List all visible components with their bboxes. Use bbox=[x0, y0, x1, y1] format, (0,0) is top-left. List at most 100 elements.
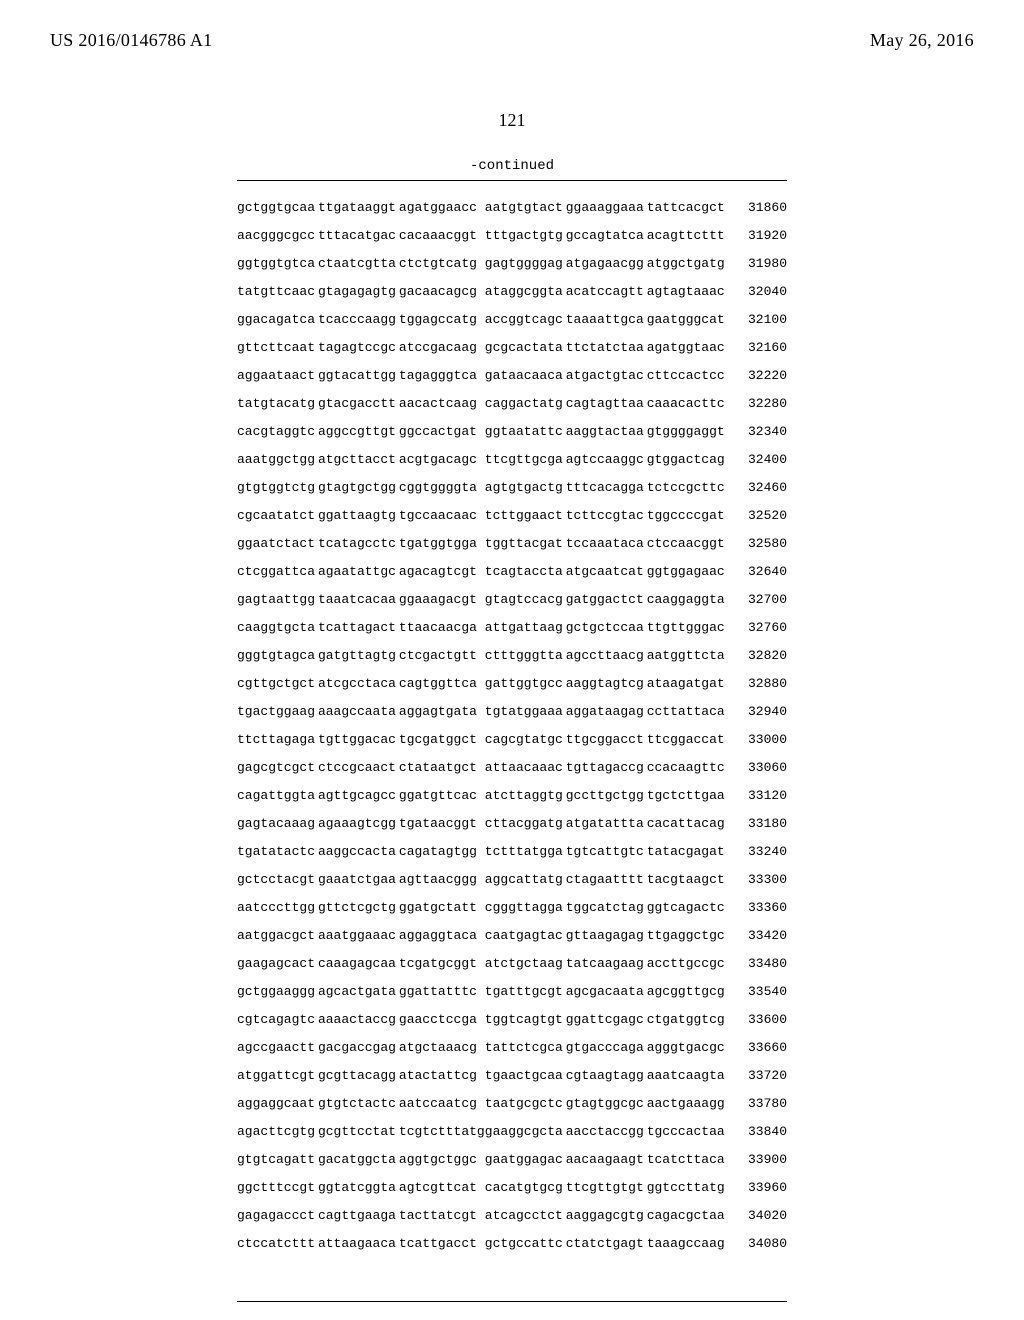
sequence-block: ctccgcaact bbox=[318, 761, 399, 774]
sequence-block: gacgaccgag bbox=[318, 1041, 399, 1054]
sequence-row: cgcaatatctggattaagtgtgccaacaactcttggaact… bbox=[237, 509, 787, 522]
sequence-block: cttccactcc bbox=[647, 369, 728, 382]
sequence-position: 33960 bbox=[728, 1181, 787, 1194]
sequence-block: aaatggaaac bbox=[318, 929, 399, 942]
sequence-block: cgcaatatct bbox=[237, 509, 318, 522]
sequence-block: agtagtaaac bbox=[647, 285, 728, 298]
sequence-block: ggccactgat bbox=[399, 425, 485, 438]
sequence-block: gataacaaca bbox=[485, 369, 566, 382]
sequence-block: cgtaagtagg bbox=[566, 1069, 647, 1082]
sequence-position: 32040 bbox=[728, 285, 787, 298]
sequence-block: cacaaacggt bbox=[399, 229, 485, 242]
sequence-row: aaatggctggatgcttacctacgtgacagcttcgttgcga… bbox=[237, 453, 787, 466]
sequence-block: aacactcaag bbox=[399, 397, 485, 410]
sequence-row: gagtacaaagagaaagtcggtgataacggtcttacggatg… bbox=[237, 817, 787, 830]
sequence-block: cagattggta bbox=[237, 789, 318, 802]
sequence-block: atggctgatg bbox=[647, 257, 728, 270]
sequence-block: tattcacgct bbox=[647, 201, 728, 214]
sequence-block: cgtcagagtc bbox=[237, 1013, 318, 1026]
sequence-block: tacttatcgt bbox=[399, 1209, 485, 1222]
sequence-position: 32520 bbox=[728, 509, 787, 522]
sequence-block: gagtacaaag bbox=[237, 817, 318, 830]
sequence-block: ggtaatattc bbox=[485, 425, 566, 438]
sequence-block: tgtatggaaa bbox=[485, 705, 566, 718]
sequence-block: accttgccgc bbox=[647, 957, 728, 970]
sequence-block: aacgggcgcc bbox=[237, 229, 318, 242]
sequence-position: 32640 bbox=[728, 565, 787, 578]
sequence-block: tggccccgat bbox=[647, 509, 728, 522]
sequence-block: agcgacaata bbox=[566, 985, 647, 998]
sequence-row: ctccatctttattaagaacatcattgacctgctgccattc… bbox=[237, 1237, 787, 1250]
sequence-block: cagatagtgg bbox=[399, 845, 485, 858]
sequence-block: agatggtaac bbox=[647, 341, 728, 354]
sequence-position: 32580 bbox=[728, 537, 787, 550]
sequence-block: ggatgttcac bbox=[399, 789, 485, 802]
sequence-block: cacgtaggtc bbox=[237, 425, 318, 438]
sequence-block: gtagagagtg bbox=[318, 285, 399, 298]
sequence-block: tatgtacatg bbox=[237, 397, 318, 410]
sequence-block: agacagtcgt bbox=[399, 565, 485, 578]
sequence-position: 32760 bbox=[728, 621, 787, 634]
sequence-block: gcgttcctat bbox=[318, 1125, 399, 1138]
sequence-block: cggtggggta bbox=[399, 481, 485, 494]
sequence-block: atgcttacct bbox=[318, 453, 399, 466]
sequence-block: agttgcagcc bbox=[318, 789, 399, 802]
sequence-block: agtccaaggc bbox=[566, 453, 647, 466]
sequence-block: gagagaccct bbox=[237, 1209, 318, 1222]
publication-date: May 26, 2016 bbox=[870, 30, 974, 51]
sequence-block: tgaactgcaa bbox=[485, 1069, 566, 1082]
sequence-block: tcatagcctc bbox=[318, 537, 399, 550]
publication-number: US 2016/0146786 A1 bbox=[50, 30, 212, 51]
sequence-block: tttgactgtg bbox=[485, 229, 566, 242]
sequence-row: tgatatactcaaggccactacagatagtggtctttatgga… bbox=[237, 845, 787, 858]
sequence-row: gagcgtcgctctccgcaactctataatgctattaacaaac… bbox=[237, 761, 787, 774]
sequence-block: tatcaagaag bbox=[566, 957, 647, 970]
sequence-block: aaggtagtcg bbox=[566, 677, 647, 690]
sequence-position: 33060 bbox=[728, 761, 787, 774]
sequence-position: 33780 bbox=[728, 1097, 787, 1110]
sequence-block: gtagtccacg bbox=[485, 593, 566, 606]
sequence-block: cacatgtgcg bbox=[485, 1181, 566, 1194]
sequence-position: 33840 bbox=[728, 1125, 787, 1138]
sequence-block: tttcacagga bbox=[566, 481, 647, 494]
sequence-row: gagagaccctcagttgaagatacttatcgtatcagcctct… bbox=[237, 1209, 787, 1222]
sequence-block: gatgttagtg bbox=[318, 649, 399, 662]
sequence-block: acatccagtt bbox=[566, 285, 647, 298]
sequence-block: ggtcagactc bbox=[647, 901, 728, 914]
sequence-block: agccttaacg bbox=[566, 649, 647, 662]
sequence-block: aatccaatcg bbox=[399, 1097, 485, 1110]
sequence-position: 32820 bbox=[728, 649, 787, 662]
sequence-block: atcagcctct bbox=[485, 1209, 566, 1222]
sequence-position: 33540 bbox=[728, 985, 787, 998]
sequence-block: aggcattatg bbox=[485, 873, 566, 886]
sequence-block: gctggtgcaa bbox=[237, 201, 318, 214]
sequence-row: cacgtaggtcaggccgttgtggccactgatggtaatattc… bbox=[237, 425, 787, 438]
sequence-row: tgactggaagaaagccaataaggagtgatatgtatggaaa… bbox=[237, 705, 787, 718]
sequence-block: agtgtgactg bbox=[485, 481, 566, 494]
sequence-block: agaatattgc bbox=[318, 565, 399, 578]
sequence-block: aactgaaagg bbox=[647, 1097, 728, 1110]
sequence-block: gtgtcagatt bbox=[237, 1153, 318, 1166]
sequence-row: ggaatctacttcatagcctctgatggtggatggttacgat… bbox=[237, 537, 787, 550]
sequence-block: gggtgtagca bbox=[237, 649, 318, 662]
sequence-block: ctccaacggt bbox=[647, 537, 728, 550]
sequence-block: cagtggttca bbox=[399, 677, 485, 690]
sequence-block: atgactgtac bbox=[566, 369, 647, 382]
sequence-block: aggccgttgt bbox=[318, 425, 399, 438]
sequence-position: 33600 bbox=[728, 1013, 787, 1026]
sequence-block: aggaataact bbox=[237, 369, 318, 382]
sequence-block: aaatcaagta bbox=[647, 1069, 728, 1082]
sequence-block: tgataacggt bbox=[399, 817, 485, 830]
sequence-block: gatggactct bbox=[566, 593, 647, 606]
sequence-block: tcacccaagg bbox=[318, 313, 399, 326]
sequence-row: caaggtgctatcattagactttaacaacgaattgattaag… bbox=[237, 621, 787, 634]
sequence-position: 33900 bbox=[728, 1153, 787, 1166]
sequence-block: ttgcggacct bbox=[566, 733, 647, 746]
sequence-block: gagtaattgg bbox=[237, 593, 318, 606]
sequence-block: taatgcgctc bbox=[485, 1097, 566, 1110]
sequence-block: ggacagatca bbox=[237, 313, 318, 326]
sequence-block: cagttgaaga bbox=[318, 1209, 399, 1222]
sequence-block: tggagccatg bbox=[399, 313, 485, 326]
sequence-block: aaggtactaa bbox=[566, 425, 647, 438]
sequence-row: gctggtgcaattgataaggtagatggaaccaatgtgtact… bbox=[237, 201, 787, 214]
